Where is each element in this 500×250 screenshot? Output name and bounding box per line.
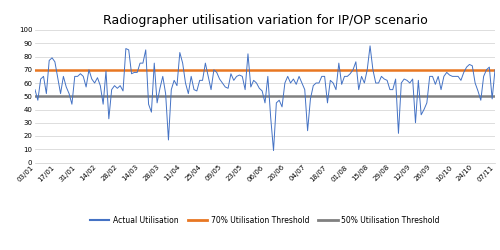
Legend: Actual Utilisation, 70% Utilisation Threshold, 50% Utilisation Threshold: Actual Utilisation, 70% Utilisation Thre… <box>87 212 443 228</box>
Title: Radiographer utilisation variation for IP/OP scenario: Radiographer utilisation variation for I… <box>102 14 428 28</box>
